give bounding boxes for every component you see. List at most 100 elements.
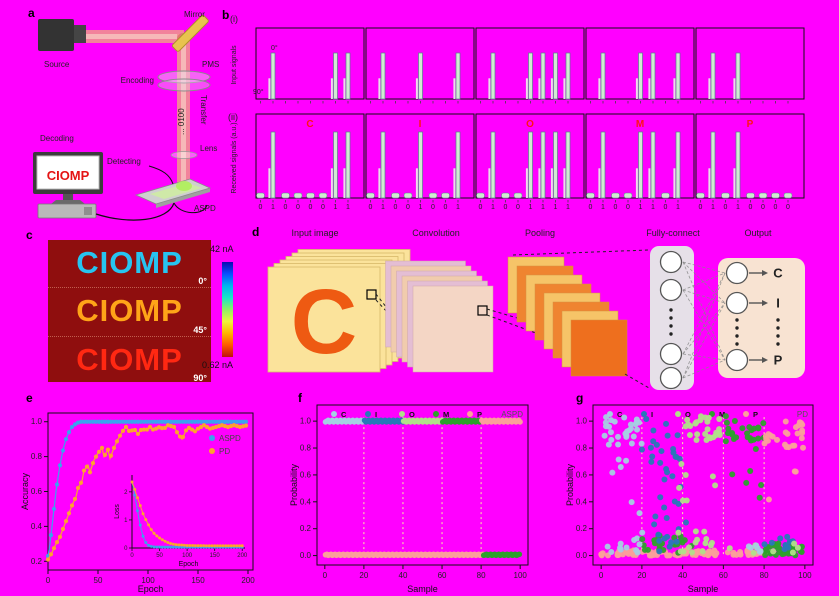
svg-text:0.2: 0.2: [576, 524, 588, 533]
beam-vertical-core: [181, 34, 186, 185]
svg-text:Sample: Sample: [688, 584, 719, 594]
cable-aspd-loop: [173, 202, 208, 214]
svg-text:Epoch: Epoch: [179, 561, 199, 568]
svg-text:M: M: [636, 119, 644, 130]
stage-label-input: Input image: [291, 228, 338, 238]
svg-text:1: 1: [346, 204, 350, 211]
svg-text:0.8: 0.8: [31, 452, 43, 461]
stage-label-convolution: Convolution: [412, 228, 460, 238]
svg-text:1: 1: [529, 204, 533, 211]
cable-tower-to-aspd: [95, 202, 175, 221]
svg-text:1: 1: [541, 204, 545, 211]
svg-text:0.2: 0.2: [300, 524, 312, 533]
svg-text:0: 0: [296, 204, 300, 211]
svg-text:1: 1: [124, 518, 128, 524]
svg-text:0.4: 0.4: [576, 497, 588, 506]
svg-text:1: 1: [651, 204, 655, 211]
panel-b-label: b: [222, 8, 229, 22]
computer-tower: [37, 203, 97, 219]
accuracy-chart: 0 50 100 150 2000.20.40.60.81.0EpochAccuracy…: [20, 412, 255, 594]
panel-g-label: g: [576, 391, 584, 405]
svg-text:0: 0: [444, 204, 448, 211]
angle-badge-45deg: 45°: [193, 324, 207, 335]
svg-text:0.6: 0.6: [300, 470, 312, 479]
svg-text:0: 0: [406, 204, 410, 211]
row-i-ylabel: Input signals: [231, 45, 238, 85]
probability-chart-aspd: 0 20 40 60 80 100 0.0 0.2 0.4 0.6 0.8 1.0 Sample Prob…: [289, 404, 529, 594]
colorbar-min-label: 0.62 nA: [202, 360, 234, 370]
svg-text:0.0: 0.0: [300, 551, 312, 560]
aspd-beam-glow: [176, 181, 192, 191]
stage-label-fullyconnect: Fully-connect: [646, 228, 700, 238]
ciomp-word-45deg: CIOMP: [76, 293, 183, 329]
cable-detecting: [148, 165, 174, 185]
svg-text:1: 1: [711, 204, 715, 211]
svg-text:Epoch: Epoch: [138, 584, 164, 594]
svg-text:O: O: [409, 410, 415, 419]
svg-text:0: 0: [724, 204, 728, 211]
colorbar-max-label: 42 nA: [210, 244, 234, 254]
angle-badge-90deg: 90°: [193, 372, 207, 383]
svg-text:Accuracy: Accuracy: [20, 472, 30, 510]
svg-text:60: 60: [719, 571, 728, 580]
svg-text:0: 0: [516, 204, 520, 211]
svg-text:0: 0: [614, 204, 618, 211]
angle-low-label: 90°: [253, 88, 264, 96]
svg-text:0: 0: [626, 204, 630, 211]
svg-text:1.0: 1.0: [300, 417, 312, 426]
svg-text:M: M: [719, 410, 725, 419]
svg-text:0.8: 0.8: [300, 444, 312, 453]
svg-text:PD: PD: [219, 447, 230, 456]
screen-text: CIOMP: [47, 168, 90, 183]
polarization-image-stack: CIOMP 0° CIOMP 45° CIOMP 90°: [48, 240, 211, 383]
svg-text:0.0: 0.0: [576, 551, 588, 560]
decoding-label: Decoding: [40, 134, 74, 143]
mirror-label: Mirror: [184, 10, 205, 19]
svg-text:Loss: Loss: [114, 504, 121, 519]
svg-text:P: P: [753, 410, 758, 419]
svg-text:0: 0: [749, 204, 753, 211]
svg-text:0: 0: [394, 204, 398, 211]
panel-a-label: a: [28, 6, 35, 20]
svg-text:150: 150: [191, 576, 205, 585]
svg-text:C: C: [341, 410, 347, 419]
svg-text:1: 1: [381, 204, 385, 211]
svg-text:0: 0: [774, 204, 778, 211]
panel-c-label: c: [26, 228, 33, 242]
svg-text:0: 0: [321, 204, 325, 211]
svg-text:1: 1: [676, 204, 680, 211]
svg-text:PD: PD: [797, 410, 808, 419]
svg-text:P: P: [774, 353, 783, 368]
svg-text:0: 0: [259, 204, 263, 211]
transfer-label: Transfer: [199, 95, 208, 125]
svg-text:1: 1: [566, 204, 570, 211]
panel-f-label: f: [298, 391, 302, 405]
row-ii-ylabel: Received signals (a.u.): [231, 122, 238, 193]
svg-text:Probability: Probability: [289, 463, 299, 506]
source-camera: [38, 19, 74, 51]
svg-text:20: 20: [359, 571, 368, 580]
svg-text:I: I: [375, 410, 377, 419]
svg-text:0: 0: [699, 204, 703, 211]
svg-text:Sample: Sample: [407, 584, 438, 594]
svg-text:80: 80: [477, 571, 486, 580]
svg-text:0.6: 0.6: [31, 487, 43, 496]
encoding-label: Encoding: [121, 76, 154, 85]
svg-text:0: 0: [599, 571, 604, 580]
mirror: [171, 14, 209, 52]
pms-element-bottom: [157, 78, 211, 92]
lens-label: Lens: [200, 144, 217, 153]
beam-bits-label: ... 0100: [177, 108, 186, 135]
angle-high-label: 0°: [271, 44, 278, 52]
cnn-architecture-diagram: d Input image Convolution Pooling Fully-…: [252, 225, 805, 390]
svg-text:1: 1: [601, 204, 605, 211]
svg-text:150: 150: [210, 553, 221, 559]
svg-text:100: 100: [798, 571, 812, 580]
svg-text:200: 200: [241, 576, 255, 585]
beam-horizontal-core: [82, 34, 184, 39]
svg-text:0: 0: [323, 571, 328, 580]
svg-text:0: 0: [504, 204, 508, 211]
svg-text:C: C: [617, 410, 623, 419]
colorbar: [222, 262, 233, 357]
svg-text:0.2: 0.2: [31, 557, 43, 566]
